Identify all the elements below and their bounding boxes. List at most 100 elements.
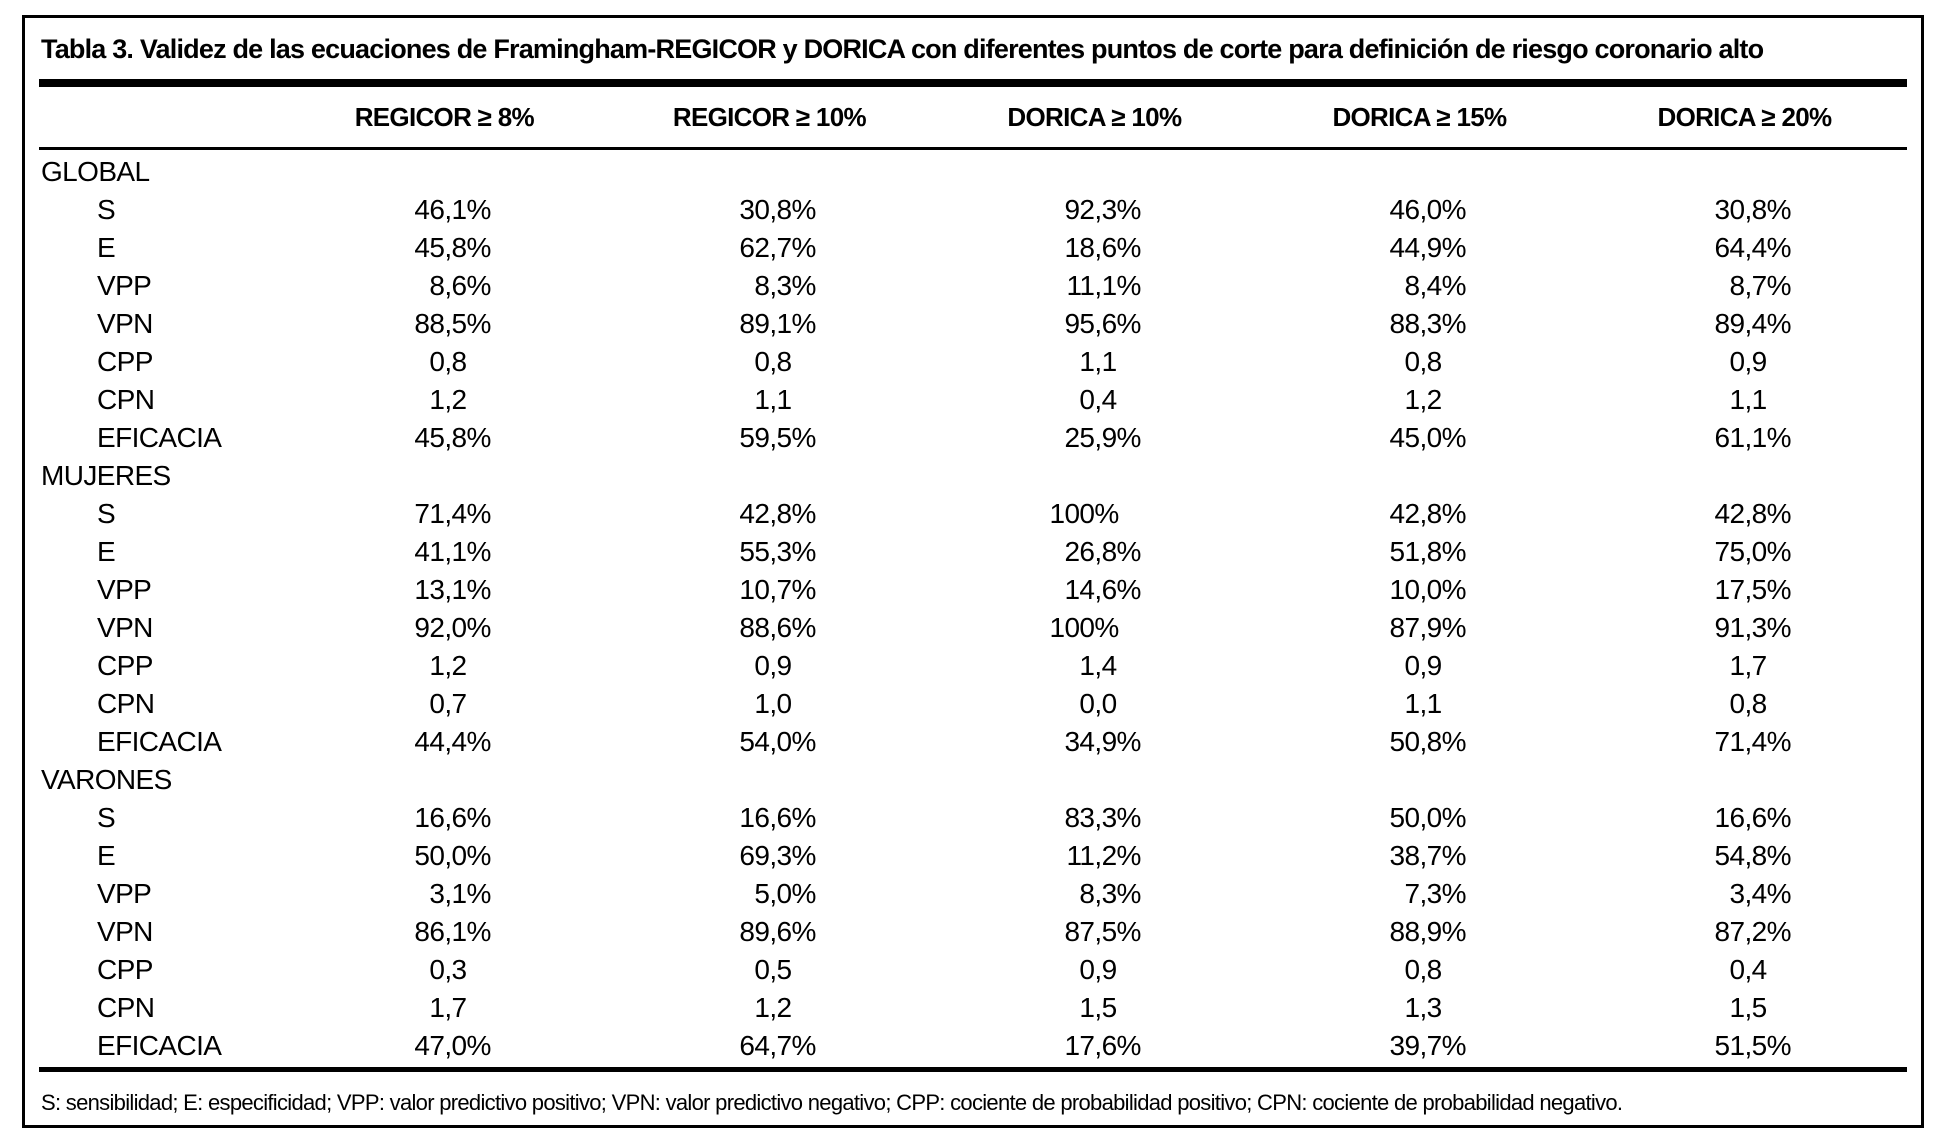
value-cell: 75,0%: [1582, 533, 1907, 571]
header-row: REGICOR ≥ 8% REGICOR ≥ 10% DORICA ≥ 10% …: [39, 87, 1907, 150]
value: 0,4: [932, 384, 1257, 416]
value-fraction-part: ,3%: [1094, 194, 1141, 225]
value: 0,8: [607, 346, 932, 378]
value-fraction-part: ,3%: [1419, 308, 1466, 339]
value-cell: 83,3%: [932, 799, 1257, 837]
value: 44,9%: [1257, 232, 1582, 264]
value-integer-part: 88: [1389, 916, 1420, 947]
value: 0,8: [1257, 346, 1582, 378]
value: 45,0%: [1257, 422, 1582, 454]
table-row: VPP 13,1% 10,7% 14,6% 10,0% 17,5%: [39, 571, 1907, 609]
value-cell: 91,3%: [1582, 609, 1907, 647]
value-fraction-part: ,0%: [769, 878, 816, 909]
value-fraction-part: ,1%: [1744, 422, 1791, 453]
value-cell: 87,5%: [932, 913, 1257, 951]
value-fraction-part: ,6%: [1744, 802, 1791, 833]
table-row: CPP 0,8 0,8 1,1 0,8 0,9: [39, 343, 1907, 381]
value: 16,6%: [607, 802, 932, 834]
value-cell: 61,1%: [1582, 419, 1907, 457]
value-fraction-part: ,9%: [1419, 232, 1466, 263]
value-cell: 50,0%: [282, 837, 607, 875]
value-integer-part: 45: [414, 422, 445, 453]
value-cell: 95,6%: [932, 305, 1257, 343]
value-cell: 0,7: [282, 685, 607, 723]
value-fraction-part: ,9%: [1419, 916, 1466, 947]
value: 1,2: [282, 384, 607, 416]
metric-label: VPN: [97, 612, 153, 643]
value-fraction-part: ,9: [1419, 650, 1442, 681]
value: 11,1%: [932, 270, 1257, 302]
value-cell: 42,8%: [1257, 495, 1582, 533]
value-integer-part: 64: [1714, 232, 1746, 263]
value-fraction-part: ,4: [1744, 954, 1767, 985]
value: 44,4%: [282, 726, 607, 758]
value-integer-part: 34: [1064, 726, 1095, 757]
value-integer-part: 45: [414, 232, 445, 263]
value-integer-part: 1: [1404, 688, 1420, 719]
value: 1,2: [282, 650, 607, 682]
value-cell: 42,8%: [607, 495, 932, 533]
value: 13,1%: [282, 574, 607, 606]
value: 34,9%: [932, 726, 1257, 758]
value-integer-part: 18: [1064, 232, 1095, 263]
metric-label: CPN: [97, 384, 155, 415]
value-integer-part: 0: [1079, 384, 1095, 415]
value-cell: 55,3%: [607, 533, 932, 571]
value-fraction-part: ,0%: [1419, 194, 1466, 225]
value-fraction-part: ,9: [1744, 346, 1767, 377]
value-fraction-part: ,4%: [1419, 270, 1466, 301]
value-integer-part: 44: [1389, 232, 1420, 263]
value-fraction-part: ,0: [1094, 688, 1117, 719]
value-cell: 38,7%: [1257, 837, 1582, 875]
value: 95,6%: [932, 308, 1257, 340]
value: 88,5%: [282, 308, 607, 340]
value: 88,3%: [1257, 308, 1582, 340]
value-cell: 45,0%: [1257, 419, 1582, 457]
value: 0,8: [282, 346, 607, 378]
value-fraction-part: ,0%: [444, 612, 491, 643]
value-integer-part: 17: [1714, 574, 1746, 605]
value-integer-part: 87: [1389, 612, 1420, 643]
value-cell: 92,3%: [932, 191, 1257, 229]
value: 1,2: [1257, 384, 1582, 416]
value: 3,4%: [1582, 878, 1907, 910]
value-fraction-part: ,8: [769, 346, 792, 377]
table-row: CPN 1,2 1,1 0,4 1,2 1,1: [39, 381, 1907, 419]
value-integer-part: 11: [1066, 840, 1095, 871]
value-cell: 51,8%: [1257, 533, 1582, 571]
value-integer-part: 38: [1389, 840, 1420, 871]
value: 75,0%: [1582, 536, 1907, 568]
value-integer-part: 55: [739, 536, 770, 567]
value: 26,8%: [932, 536, 1257, 568]
value-integer-part: 30: [739, 194, 770, 225]
value-integer-part: 10: [739, 574, 770, 605]
value-cell: 8,6%: [282, 267, 607, 305]
value-integer-part: 0: [1729, 688, 1745, 719]
value-integer-part: 69: [739, 840, 770, 871]
value-cell: 10,7%: [607, 571, 932, 609]
value: 89,1%: [607, 308, 932, 340]
value-integer-part: 26: [1064, 536, 1095, 567]
value-integer-part: 45: [1389, 422, 1420, 453]
value: 1,1: [607, 384, 932, 416]
value-integer-part: 1: [429, 650, 445, 681]
value-fraction-part: ,4%: [1744, 726, 1791, 757]
value-integer-part: 39: [1389, 1030, 1420, 1061]
metric-label: VPN: [97, 308, 153, 339]
metric-label: CPP: [97, 650, 153, 681]
value: 42,8%: [1582, 498, 1907, 530]
value-fraction-part: ,8%: [1744, 840, 1791, 871]
value-integer-part: 8: [1404, 270, 1420, 301]
value-fraction-part: ,8%: [769, 498, 816, 529]
value-integer-part: 100: [1049, 612, 1095, 643]
value-cell: 41,1%: [282, 533, 607, 571]
value-integer-part: 1: [1079, 346, 1095, 377]
value-fraction-part: %: [1094, 498, 1119, 529]
value-integer-part: 1: [1729, 384, 1745, 415]
value-integer-part: 1: [754, 384, 770, 415]
value-integer-part: 0: [754, 954, 770, 985]
value-cell: 71,4%: [282, 495, 607, 533]
value-fraction-part: ,3: [1419, 992, 1442, 1023]
value: 91,3%: [1582, 612, 1907, 644]
value: 0,9: [1257, 650, 1582, 682]
